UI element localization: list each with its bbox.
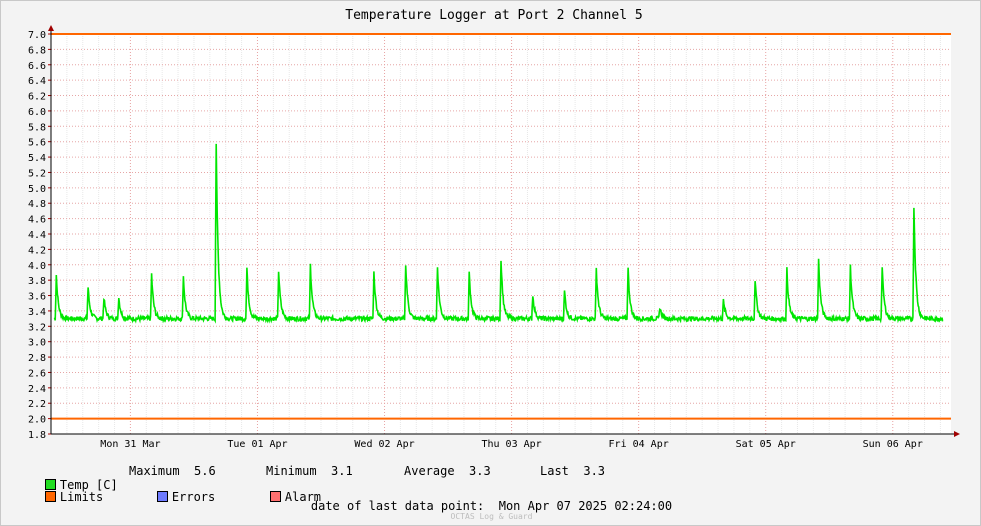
errors-swatch (156, 491, 168, 502)
y-tick-label: 6.8 (28, 45, 46, 56)
y-tick-label: 4.4 (28, 230, 46, 241)
y-tick-label: 5.0 (28, 184, 46, 195)
axes (48, 25, 960, 437)
legend-temp-label: Temp [C] (59, 478, 118, 492)
y-tick-label: 2.2 (28, 399, 46, 410)
y-tick-label: 4.6 (28, 215, 46, 226)
y-axis-ticks: 7.0 6.8 6.6 6.4 6.2 6.0 5.8 5.6 5.4 5.2 5.0 4.8 4.6 4… (28, 30, 51, 441)
stat-maximum-value: 5.6 (194, 464, 216, 478)
legend-limits-label: Limits (59, 490, 104, 504)
legend-errors-label: Errors (171, 490, 216, 504)
y-tick-label: 6.4 (28, 76, 46, 87)
y-axis-arrow (48, 25, 54, 31)
legend-temp: Temp [C] (16, 464, 118, 506)
y-tick-label: 5.8 (28, 122, 46, 133)
y-tick-label: 6.2 (28, 92, 46, 103)
stat-last-value: 3.3 (583, 464, 606, 478)
y-tick-label: 2.0 (28, 415, 46, 426)
y-tick-label: 5.2 (28, 168, 46, 179)
x-tick-label: Fri 04 Apr (609, 439, 669, 450)
temperature-line (53, 143, 944, 324)
temp-swatch (44, 479, 56, 490)
y-tick-label: 2.8 (28, 353, 46, 364)
legend-errors: Errors (128, 476, 215, 518)
x-tick-label: Mon 31 Mar (100, 439, 160, 450)
y-tick-label: 5.4 (28, 153, 46, 164)
chart-title: Temperature Logger at Port 2 Channel 5 (345, 8, 642, 23)
legend-alarm-label: Alarm (284, 490, 322, 504)
legend-limits: Limits (16, 476, 103, 518)
y-tick-label: 4.2 (28, 245, 46, 256)
stat-last: Last 3.3 (540, 464, 605, 478)
stat-maximum-label: Maximum (129, 464, 180, 478)
stat-minimum: Minimum 3.1 (266, 464, 353, 478)
y-tick-label: 6.0 (28, 107, 46, 118)
credit-text: OCTAS Log & Guard (450, 512, 533, 521)
stat-maximum: Maximum 5.6 (129, 464, 216, 478)
stat-last-label: Last (540, 464, 569, 478)
y-tick-label: 4.8 (28, 199, 46, 210)
y-tick-label: 2.6 (28, 368, 46, 379)
y-tick-label: 3.8 (28, 276, 46, 287)
grid (51, 33, 951, 435)
y-tick-label: 3.0 (28, 338, 46, 349)
last-data-point: date of last data point: Mon Apr 07 2025… (1, 499, 981, 513)
stat-minimum-label: Minimum (266, 464, 317, 478)
x-axis-arrow (954, 431, 960, 437)
x-tick-label: Tue 01 Apr (227, 439, 287, 450)
y-tick-label: 3.4 (28, 307, 46, 318)
stat-average-label: Average (404, 464, 455, 478)
y-tick-label: 5.6 (28, 138, 46, 149)
last-data-point-value: Mon Apr 07 2025 02:24:00 (498, 499, 673, 513)
y-tick-label: 3.2 (28, 322, 46, 333)
y-tick-label: 3.6 (28, 292, 46, 303)
limit-lines (51, 33, 951, 420)
temperature-series (53, 143, 944, 324)
stat-average: Average 3.3 (404, 464, 491, 478)
x-axis-ticks: Mon 31 Mar Tue 01 Apr Wed 02 Apr Thu 03 Apr… (100, 439, 923, 450)
legend-alarm: Alarm (241, 476, 321, 518)
stat-minimum-value: 3.1 (331, 464, 353, 478)
limits-swatch (44, 491, 56, 502)
stat-average-value: 3.3 (469, 464, 491, 478)
x-tick-label: Wed 02 Apr (354, 439, 414, 450)
alarm-swatch (269, 491, 281, 502)
y-tick-label: 1.8 (28, 430, 46, 441)
x-tick-label: Thu 03 Apr (481, 439, 541, 450)
y-tick-label: 2.4 (28, 384, 46, 395)
last-data-point-label: date of last data point: (310, 499, 485, 513)
temperature-chart: Temperature Logger at Port 2 Channel 5 7… (28, 8, 960, 450)
x-tick-label: Sat 05 Apr (736, 439, 796, 450)
y-tick-label: 4.0 (28, 261, 46, 272)
y-tick-label: 7.0 (28, 30, 46, 41)
y-tick-label: 6.6 (28, 61, 46, 72)
x-tick-label: Sun 06 Apr (863, 439, 923, 450)
